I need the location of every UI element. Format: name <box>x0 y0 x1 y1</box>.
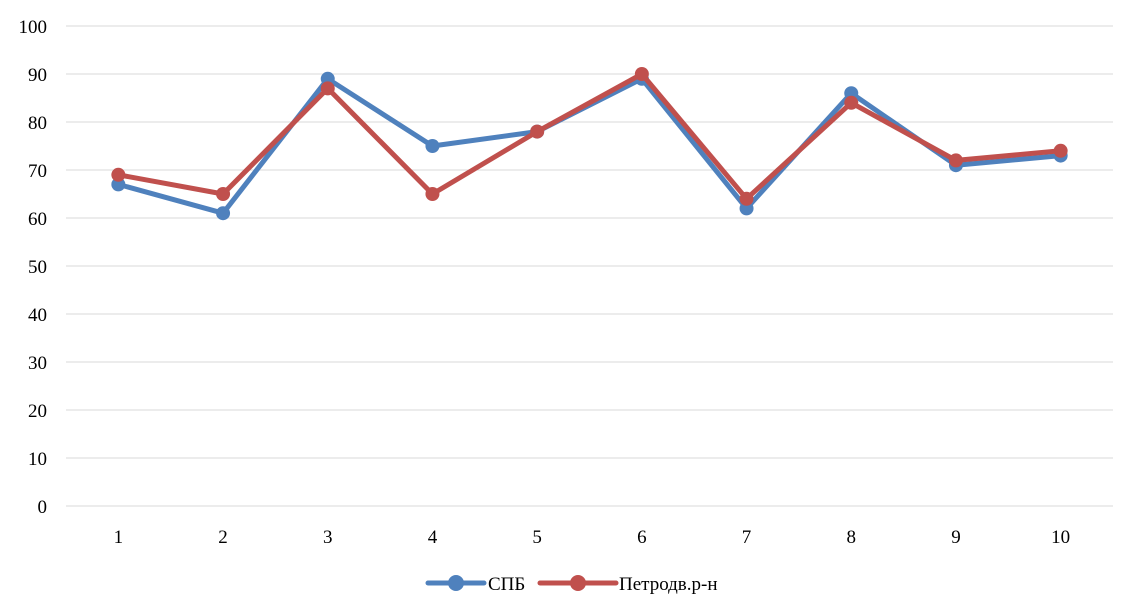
y-tick-label: 80 <box>28 113 47 134</box>
series-1-point <box>844 86 859 101</box>
x-tick-label: 4 <box>428 527 438 548</box>
series-1 <box>111 71 1068 221</box>
y-axis-tick-labels: 0 10 20 30 40 50 60 70 80 90 100 <box>19 17 48 518</box>
legend-swatch-marker <box>570 575 586 591</box>
series-1-point <box>425 139 440 153</box>
legend: СПБ Петродв.р-н <box>425 574 718 595</box>
series-2-line <box>115 71 1064 202</box>
gridlines <box>66 25 1113 507</box>
series-2-point <box>216 187 231 201</box>
x-tick-label: 2 <box>218 527 228 548</box>
x-tick-label: 3 <box>323 527 333 548</box>
x-tick-label: 6 <box>637 527 647 548</box>
series-2-point <box>634 67 649 81</box>
y-tick-label: 90 <box>28 65 47 86</box>
series-1-point <box>739 201 754 216</box>
legend-item-2: Петродв.р-н <box>537 574 718 595</box>
legend-swatch-marker <box>448 575 464 591</box>
series-1-line <box>115 76 1064 216</box>
series-2-point <box>111 167 126 182</box>
y-tick-label: 100 <box>19 17 48 38</box>
x-tick-label: 8 <box>847 527 857 548</box>
x-tick-label: 1 <box>114 527 124 548</box>
series-2-point <box>530 124 545 139</box>
y-tick-label: 20 <box>28 401 47 422</box>
series-2-point <box>739 191 754 206</box>
x-axis-tick-labels: 1 2 3 4 5 6 7 8 9 10 <box>114 527 1071 548</box>
series-2-point <box>844 95 859 110</box>
series-2-point <box>320 81 335 96</box>
legend-label: Петродв.р-н <box>619 574 718 595</box>
y-tick-label: 30 <box>28 353 47 374</box>
y-tick-label: 60 <box>28 209 47 230</box>
y-tick-label: 0 <box>38 497 48 518</box>
series-1-point <box>320 71 335 86</box>
series-1-point <box>111 177 126 192</box>
legend-item-1: СПБ <box>425 574 525 595</box>
x-tick-label: 9 <box>951 527 961 548</box>
y-tick-label: 40 <box>28 305 47 326</box>
y-tick-label: 70 <box>28 161 47 182</box>
series-2-point <box>948 153 963 168</box>
legend-label: СПБ <box>488 574 525 595</box>
y-tick-label: 10 <box>28 449 47 470</box>
x-tick-label: 10 <box>1051 527 1070 548</box>
series-2 <box>111 67 1068 206</box>
y-tick-label: 50 <box>28 257 47 278</box>
x-tick-label: 7 <box>742 527 752 548</box>
x-tick-label: 5 <box>532 527 542 548</box>
series-1-point <box>216 206 231 221</box>
series-2-point <box>1053 143 1068 158</box>
series-lines <box>111 67 1068 221</box>
series-2-point <box>425 187 440 201</box>
